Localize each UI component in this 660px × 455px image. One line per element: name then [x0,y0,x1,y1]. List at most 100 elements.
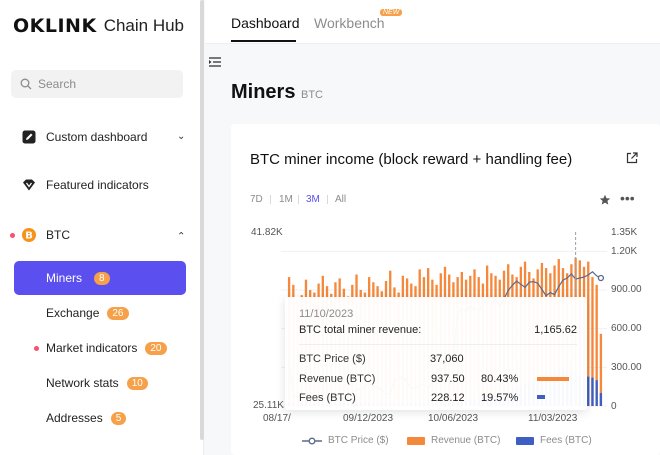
legend-item-fees[interactable]: Fees (BTC) [516,435,592,446]
legend-label: BTC Price ($) [328,435,389,446]
left-axis-tick: 41.82K [251,227,283,238]
sidebar-scrollbar[interactable] [200,0,204,440]
new-badge: NEW [380,9,403,16]
sidebar-item-label: Custom dashboard [46,130,148,144]
tooltip-row-label: Fees (BTC) [299,392,356,404]
tooltip-row-value: 228.12 [431,392,465,404]
search-icon [20,78,32,90]
tooltip-row-value: 37,060 [430,353,464,365]
count-badge: 26 [107,306,129,320]
tab-dashboard[interactable]: Dashboard [231,15,300,31]
range-divider [270,195,271,204]
x-axis-tick: 08/17/ [263,413,291,424]
count-badge: 8 [94,272,110,285]
page-title: Miners [231,81,296,103]
revenue-bar[interactable] [595,284,598,406]
sidebar-item-label: Market indicators [46,341,138,355]
range-tab-3m[interactable]: 3M [306,194,320,205]
sidebar-item-exchange[interactable]: Exchange 26 [46,306,129,320]
sidebar-item-addresses[interactable]: Addresses 5 [46,411,127,425]
fees-bar[interactable] [587,376,590,406]
legend-label: Revenue (BTC) [431,435,501,446]
chart-tooltip: 11/10/2023 BTC total miner revenue: 1,16… [285,297,587,410]
tooltip-row-label: BTC Price ($) [299,353,366,365]
x-axis-tick: 11/03/2023 [528,413,578,424]
tooltip-date: 11/10/2023 [299,308,354,320]
logo-product-name: Chain Hub [103,16,185,35]
more-options-icon[interactable]: ••• [620,190,635,206]
tab-workbench[interactable]: Workbench [314,15,385,31]
tooltip-total-label: BTC total miner revenue: [299,324,422,336]
bar-legend-icon [407,436,425,445]
revenue-bar[interactable] [599,333,603,406]
svg-text:B: B [25,231,33,242]
right-axis-tick: 1.20K [611,246,638,257]
unread-dot [34,346,39,351]
sidebar-item-label: Network stats [46,376,119,390]
chart-title: BTC miner income (block reward + handlin… [250,151,573,168]
tooltip-row-label: Revenue (BTC) [299,373,376,385]
fees-bar[interactable] [599,393,603,406]
right-axis-tick: 300.00 [611,362,642,373]
fees-share-bar [537,395,545,399]
fees-bar[interactable] [591,377,594,406]
right-axis-tick: 900.00 [611,284,642,295]
price-point-marker [597,274,605,282]
x-axis-tick: 10/06/2023 [428,413,479,424]
sidebar-item-market-indicators[interactable]: Market indicators 20 [46,341,167,355]
page-subtitle: BTC [301,89,323,101]
sidebar-item-label: Addresses [46,411,103,425]
edit-dashboard-icon [22,130,36,144]
legend-item-price[interactable]: BTC Price ($) [302,435,389,446]
top-tab-bar: Dashboard Workbench NEW [205,0,660,44]
revenue-bar[interactable] [587,261,590,406]
sidebar-item-label: Miners [46,271,83,285]
sidebar-item-label: BTC [46,228,70,242]
tooltip-row-percent: 80.43% [481,373,519,385]
bar-legend-icon [516,436,534,445]
legend-label: Fees (BTC) [540,435,592,446]
sidebar-item-label: Exchange [46,306,100,320]
line-legend-icon [302,437,322,444]
legend-item-revenue[interactable]: Revenue (BTC) [407,435,500,446]
revenue-share-bar [537,377,569,381]
bitcoin-icon: B [22,228,36,242]
diamond-icon [22,178,36,192]
count-badge: 20 [145,341,167,355]
range-divider [327,195,328,204]
x-axis-tick: 09/12/2023 [343,413,394,424]
chevron-down-icon[interactable]: ⌄ [177,131,186,142]
sidebar: OKLINK Chain Hub Custom dashboard ⌄ Feat… [0,0,204,455]
fees-bar[interactable] [595,380,598,406]
sidebar-item-label: Featured indicators [46,178,149,192]
tooltip-row-value: 937.50 [431,373,465,385]
star-icon[interactable] [599,194,611,206]
right-axis-tick: 600.00 [611,323,642,334]
tooltip-row-percent: 19.57% [481,392,519,404]
external-link-icon[interactable] [626,152,638,164]
tooltip-divider [299,344,577,345]
sidebar-item-btc[interactable]: B BTC [22,228,70,242]
sidebar-item-featured-indicators[interactable]: Featured indicators [22,178,149,192]
sidebar-item-miners[interactable]: Miners 8 [14,261,186,295]
collapse-sidebar-icon[interactable] [208,55,222,69]
search-input[interactable] [38,77,178,91]
sidebar-item-network-stats[interactable]: Network stats 10 [46,376,148,390]
range-divider [298,195,299,204]
sidebar-item-custom-dashboard[interactable]: Custom dashboard [22,130,147,144]
active-tab-underline [231,40,296,42]
search-box[interactable] [11,70,183,98]
range-tab-1m[interactable]: 1M [279,194,293,205]
range-tab-all[interactable]: All [335,194,347,205]
logo[interactable]: OKLINK Chain Hub [13,15,184,37]
count-badge: 10 [126,376,148,390]
right-axis-tick: 1.35K [611,227,638,238]
left-axis-tick: 25.11K [253,400,284,411]
range-tab-7d[interactable]: 7D [250,194,263,205]
logo-mark: OKLINK [13,15,97,37]
revenue-bar[interactable] [591,277,594,406]
count-badge: 5 [110,411,127,425]
unread-dot [10,233,15,238]
right-axis-tick: 0 [611,401,617,412]
tooltip-total-value: 1,165.62 [534,324,577,336]
